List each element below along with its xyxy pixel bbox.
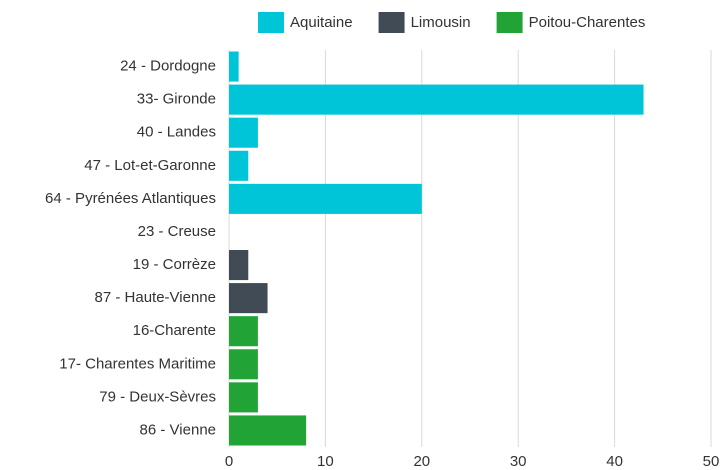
bar: [229, 316, 258, 347]
y-tick-label: 47 - Lot-et-Garonne: [84, 157, 216, 174]
legend-label: Aquitaine: [290, 14, 353, 31]
bar: [229, 84, 644, 115]
y-tick-label: 64 - Pyrénées Atlantiques: [45, 190, 216, 207]
y-tick-label: 17- Charentes Maritime: [59, 355, 216, 372]
y-tick-label: 40 - Landes: [137, 124, 216, 141]
x-tick-label: 30: [510, 453, 527, 470]
x-tick-label: 10: [317, 453, 334, 470]
legend-swatch: [258, 12, 284, 33]
bar: [229, 415, 307, 446]
y-tick-label: 86 - Vienne: [140, 421, 216, 438]
legend-swatch: [496, 12, 523, 33]
x-tick-label: 40: [606, 453, 623, 470]
y-tick-label: 79 - Deux-Sèvres: [99, 388, 216, 405]
y-tick-label: 19 - Corrèze: [133, 256, 216, 273]
legend-label: Limousin: [411, 14, 471, 31]
y-tick-label: 33- Gironde: [137, 91, 216, 108]
y-tick-label: 24 - Dordogne: [120, 58, 216, 75]
legend-label: Poitou-Charentes: [529, 14, 646, 31]
bar: [229, 183, 422, 214]
bar: [229, 250, 249, 281]
bar: [229, 150, 249, 181]
bar: [229, 382, 258, 413]
y-tick-label: 23 - Creuse: [138, 223, 216, 240]
y-tick-label: 16-Charente: [133, 322, 216, 339]
bar: [229, 117, 258, 148]
x-tick-label: 0: [225, 453, 233, 470]
x-tick-label: 50: [703, 453, 720, 470]
x-tick-label: 20: [413, 453, 430, 470]
bar: [229, 51, 239, 82]
y-tick-label: 87 - Haute-Vienne: [95, 289, 216, 306]
legend-swatch: [378, 12, 405, 33]
bar: [229, 349, 258, 380]
bar: [229, 283, 268, 314]
